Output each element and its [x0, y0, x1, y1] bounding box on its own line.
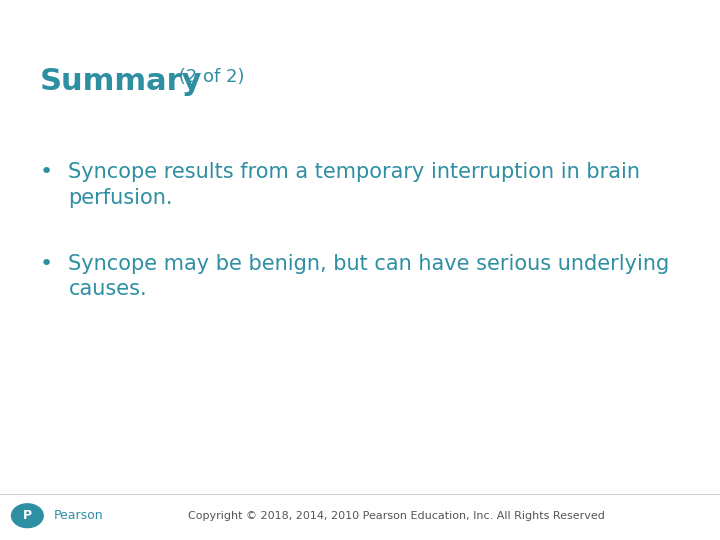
Text: Syncope may be benign, but can have serious underlying
causes.: Syncope may be benign, but can have seri…: [68, 254, 670, 299]
Text: P: P: [23, 509, 32, 522]
Circle shape: [12, 504, 43, 528]
Text: Copyright © 2018, 2014, 2010 Pearson Education, Inc. All Rights Reserved: Copyright © 2018, 2014, 2010 Pearson Edu…: [188, 511, 604, 521]
Text: Pearson: Pearson: [54, 509, 104, 522]
Text: Summary: Summary: [40, 68, 202, 97]
Text: Syncope results from a temporary interruption in brain
perfusion.: Syncope results from a temporary interru…: [68, 162, 640, 207]
Text: •: •: [40, 162, 53, 182]
Text: (2 of 2): (2 of 2): [173, 68, 244, 85]
Text: •: •: [40, 254, 53, 274]
